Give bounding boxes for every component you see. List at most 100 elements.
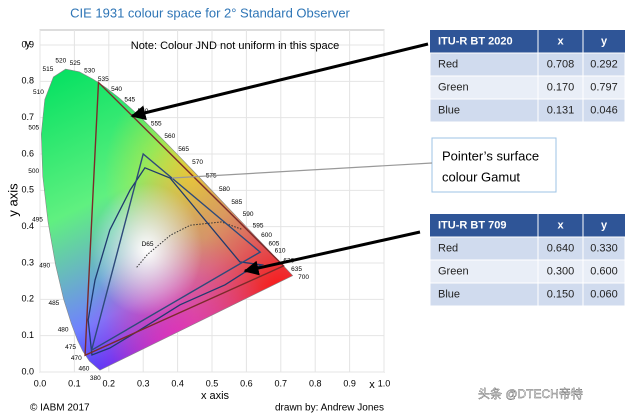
wavelength-label: 535 [98,76,109,83]
wavelength-label: 605 [269,240,280,247]
table-cell: 0.300 [547,265,575,277]
wavelength-label: 580 [219,186,230,193]
table-cell: Red [438,242,458,254]
wavelength-label: 585 [231,199,242,206]
table-cell: 0.797 [590,81,618,93]
x-axis-label: x axis [201,390,230,402]
table-header-cell: y [601,35,608,47]
pointer-box [431,137,557,193]
arrow [243,230,421,276]
x-tick-label: 0.8 [309,378,322,388]
gamut-fill [41,69,293,371]
wavelength-label: 500 [28,168,39,175]
wavelength-label: 600 [261,232,272,239]
table-cell: Blue [438,288,460,300]
wavelength-label: 475 [65,344,76,351]
table-row [429,282,626,307]
x-tick-label: 0.9 [343,378,356,388]
table-cell: Green [438,81,469,93]
wavelength-label: 700 [298,274,309,281]
wavelength-label: 525 [70,60,81,67]
credit: © IABM 2017 [30,403,90,414]
x-tick-label: 1.0 [378,378,391,388]
x-tick-label: 0.5 [206,378,219,388]
wavelength-label: 515 [42,66,53,73]
y-axis-label: y axis [5,183,20,217]
planckian-locus [136,221,242,268]
table-cell: 0.170 [547,81,575,93]
table-cell: 0.708 [547,58,575,70]
wavelength-label: 485 [48,300,59,307]
wavelength-label: 495 [32,216,43,223]
y-tick-label: 0.6 [21,148,34,158]
arrow [130,42,429,121]
table-row [429,98,626,123]
table-header-cell: y [601,219,608,231]
table-cell: Red [438,58,458,70]
whitepoint-label: D65 [142,241,154,248]
table-cell: 0.640 [547,242,575,254]
author: drawn by: Andrew Jones [275,403,384,414]
y-tick-label: 0.2 [21,294,34,304]
wavelength-label: 590 [243,211,254,218]
x-tick-label: 0.7 [275,378,288,388]
x-tick-label: 0.1 [68,378,81,388]
x-tick-label: 0.0 [34,378,47,388]
x-tick-label: 0.4 [171,378,184,388]
pointer-line [171,162,433,179]
note: Note: Colour JND not uniform in this spa… [131,40,339,52]
y-tick-label: 0.5 [21,185,34,195]
wavelength-label: 570 [192,159,203,166]
table-cell: 0.131 [547,104,575,116]
table-cell: 0.150 [547,288,575,300]
x-tick-label: 0.6 [240,378,253,388]
wavelength-label: 520 [55,58,66,65]
wavelength-label: 565 [178,146,189,153]
y-symbol: y [25,38,31,50]
table-header [430,30,625,53]
wavelength-label: 380 [90,375,101,382]
table-header-cell: x [557,219,564,231]
table-cell: 0.292 [590,58,618,70]
y-tick-label: 0.4 [21,221,34,231]
y-tick-label: 0.8 [21,76,34,86]
x-symbol: x [369,379,375,391]
wavelength-label: 460 [79,366,90,373]
wavelength-label: 540 [111,86,122,93]
y-tick-label: 0.7 [21,112,34,122]
wavelength-label: 555 [151,120,162,127]
title: CIE 1931 colour space for 2° Standard Ob… [70,5,350,20]
x-tick-label: 0.2 [103,378,116,388]
wavelength-label: 530 [84,67,95,74]
pointer-label: Pointer’s surface [442,148,539,163]
table-cell: 0.330 [590,242,618,254]
wavelength-label: 560 [164,133,175,140]
wavelength-label: 480 [58,326,69,333]
y-tick-label: 0.0 [21,366,34,376]
wavelength-label: 545 [124,97,135,104]
y-tick-label: 0.3 [21,257,34,267]
wavelength-label: 635 [291,266,302,273]
y-tick-label: 0.1 [21,330,34,340]
wavelength-label: 505 [28,124,39,131]
y-tick-label: 0.9 [21,39,34,49]
wavelength-label: 610 [275,247,286,254]
table-header-cell: x [557,35,564,47]
watermark: 头条 @DTECH帝特 [478,386,583,401]
table-cell: 0.600 [590,265,618,277]
wavelength-label: 595 [253,222,264,229]
table-cell: Green [438,265,469,277]
table-cell: Blue [438,104,460,116]
table-header-cell: ITU-R BT 2020 [438,35,513,47]
gamut-triangle [84,80,285,357]
x-tick-label: 0.3 [137,378,150,388]
table-cell: 0.060 [590,288,618,300]
table-header-cell: ITU-R BT 709 [438,219,506,231]
pointer-label: colour Gamut [442,169,520,184]
table-header [430,214,625,237]
wavelength-label: 490 [39,263,50,270]
table-cell: 0.046 [590,104,618,116]
wavelength-label: 470 [71,355,82,362]
gamut-triangle [90,152,262,352]
